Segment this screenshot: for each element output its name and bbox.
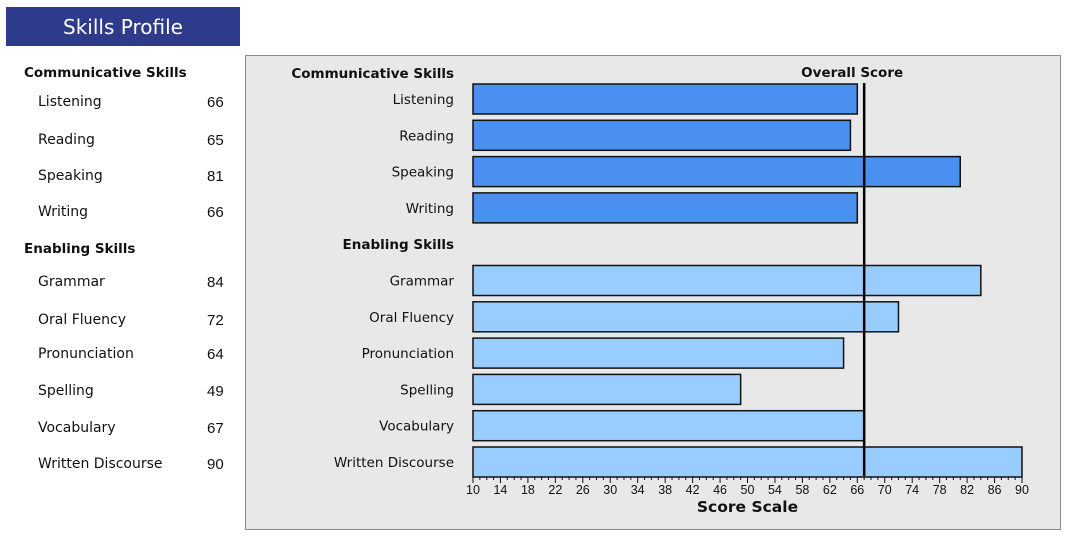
skill-score: 84 [207,273,224,291]
skill-label: Writing [38,204,88,220]
x-tick-label: 14 [493,483,507,497]
skill-score: 72 [207,311,224,329]
score-bar [472,337,845,369]
x-tick-label: 18 [521,483,535,497]
section-axis-label: Enabling Skills [343,237,454,253]
skill-label: Pronunciation [38,346,134,362]
x-tick-label: 74 [905,483,919,497]
x-tick-label: 90 [1015,483,1029,497]
score-bar-chart: Communicative Skills Overall Score Listeni… [291,65,1029,516]
x-tick-label: 38 [658,483,672,497]
x-tick-label: 54 [768,483,782,497]
skill-score: 81 [207,167,224,185]
list-item: Reading 65 [0,128,240,152]
list-item: Written Discourse 90 [0,452,240,476]
skills-score-list: Communicative Skills Listening 66 Readin… [0,0,240,541]
score-bar [472,446,1023,478]
skill-label: Spelling [38,383,94,399]
list-item: Oral Fluency 72 [0,308,240,332]
category-label: Speaking [392,165,454,181]
x-tick-label: 58 [795,483,809,497]
x-tick-label: 70 [878,483,892,497]
skill-score: 49 [207,382,224,400]
score-bar [472,119,852,152]
category-label: Writing [406,201,454,217]
x-tick-label: 34 [631,483,645,497]
category-label: Oral Fluency [369,310,454,326]
category-label: Vocabulary [379,419,454,435]
skill-label: Written Discourse [38,456,163,472]
x-tick-label: 50 [741,483,755,497]
score-bar [472,409,865,442]
list-item: Listening 66 [0,90,240,114]
x-tick-label: 82 [960,483,974,497]
overall-score-label: Overall Score [801,65,903,81]
skill-label: Speaking [38,168,103,184]
list-item: Writing 66 [0,200,240,224]
skill-score: 64 [207,345,224,363]
skill-score: 66 [207,93,224,111]
list-item: Pronunciation 64 [0,342,240,366]
skill-score: 66 [207,203,224,221]
category-label: Written Discourse [334,455,454,471]
x-tick-label: 26 [576,483,590,497]
list-item: Vocabulary 67 [0,416,240,440]
skill-score: 90 [207,455,224,473]
x-tick-label: 62 [823,483,837,497]
score-bar [472,301,900,333]
category-label: Listening [393,92,454,108]
section-axis-label: Communicative Skills [291,66,454,82]
score-bar [472,373,742,406]
x-tick-label: 66 [850,483,864,497]
section-label: Communicative Skills [24,65,187,81]
x-tick-label: 22 [548,483,562,497]
page-title: Skills Profile [63,14,183,39]
x-tick-label: 78 [933,483,947,497]
score-bar [472,83,859,115]
skill-label: Reading [38,132,95,148]
x-tick-label: 30 [603,483,617,497]
score-bar [472,192,859,224]
score-bar [472,155,961,188]
skill-label: Listening [38,94,102,110]
x-axis-title: Score Scale [697,498,798,516]
section-label: Enabling Skills [24,241,136,257]
list-item: Spelling 49 [0,379,240,403]
score-chart-panel: Communicative Skills Overall Score Listeni… [245,55,1061,530]
skill-label: Grammar [38,274,105,290]
skill-score: 67 [207,419,224,437]
list-item: Speaking 81 [0,164,240,188]
category-label: Pronunciation [362,346,454,362]
category-label: Grammar [390,274,455,290]
skill-label: Vocabulary [38,420,116,436]
skill-label: Oral Fluency [38,312,126,328]
x-tick-label: 42 [686,483,700,497]
skills-profile-header: Skills Profile [6,7,240,46]
x-tick-label: 10 [466,483,480,497]
x-tick-label: 86 [988,483,1002,497]
skill-score: 65 [207,131,224,149]
category-label: Spelling [400,382,454,398]
category-label: Reading [399,128,454,144]
section-heading: Enabling Skills [0,237,240,261]
list-item: Grammar 84 [0,270,240,294]
x-tick-label: 46 [713,483,727,497]
section-heading: Communicative Skills [0,61,240,85]
score-bar [472,264,982,297]
